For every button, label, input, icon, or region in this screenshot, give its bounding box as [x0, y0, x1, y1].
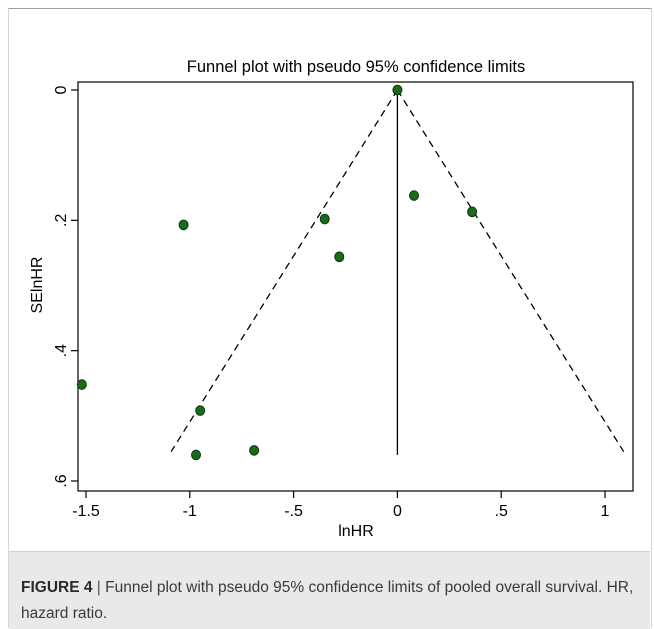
- data-point: [249, 445, 260, 456]
- data-point: [191, 449, 202, 461]
- x-tick-label: -.5: [284, 503, 303, 520]
- caption-label: FIGURE 4: [21, 579, 93, 596]
- y-tick-label: .2: [53, 214, 70, 227]
- caption-band: [9, 551, 650, 629]
- x-tick-label: .5: [495, 503, 508, 520]
- x-tick-label: -1: [183, 503, 197, 520]
- caption-body: Funnel plot with pseudo 95% confidence l…: [21, 579, 634, 622]
- data-point: [409, 190, 420, 201]
- data-point: [334, 251, 345, 263]
- chart-title: Funnel plot with pseudo 95% confidence l…: [187, 58, 525, 76]
- x-tick-label: 0: [393, 503, 402, 520]
- confidence-limit-right: [396, 89, 625, 453]
- y-tick-label: .4: [53, 344, 70, 357]
- y-axis-label: SElnHR: [29, 257, 46, 314]
- data-point: [392, 84, 403, 96]
- data-point: [319, 213, 330, 225]
- figure-caption: FIGURE 4 | Funnel plot with pseudo 95% c…: [21, 575, 641, 627]
- x-tick-label: -1.5: [72, 503, 100, 520]
- figure-frame: [8, 8, 652, 628]
- plot-area: [77, 81, 634, 492]
- data-point: [195, 405, 206, 416]
- funnel-plot: Funnel plot with pseudo 95% confidence l…: [29, 58, 634, 540]
- x-tick-label: 1: [601, 503, 610, 520]
- confidence-limit-left: [170, 89, 398, 453]
- y-tick-label: 0: [53, 85, 70, 94]
- data-point: [467, 206, 478, 218]
- data-point: [178, 219, 189, 231]
- x-axis-label: lnHR: [338, 523, 374, 540]
- caption-separator: |: [96, 579, 101, 596]
- data-point: [76, 379, 87, 390]
- y-tick-label: .6: [53, 474, 70, 487]
